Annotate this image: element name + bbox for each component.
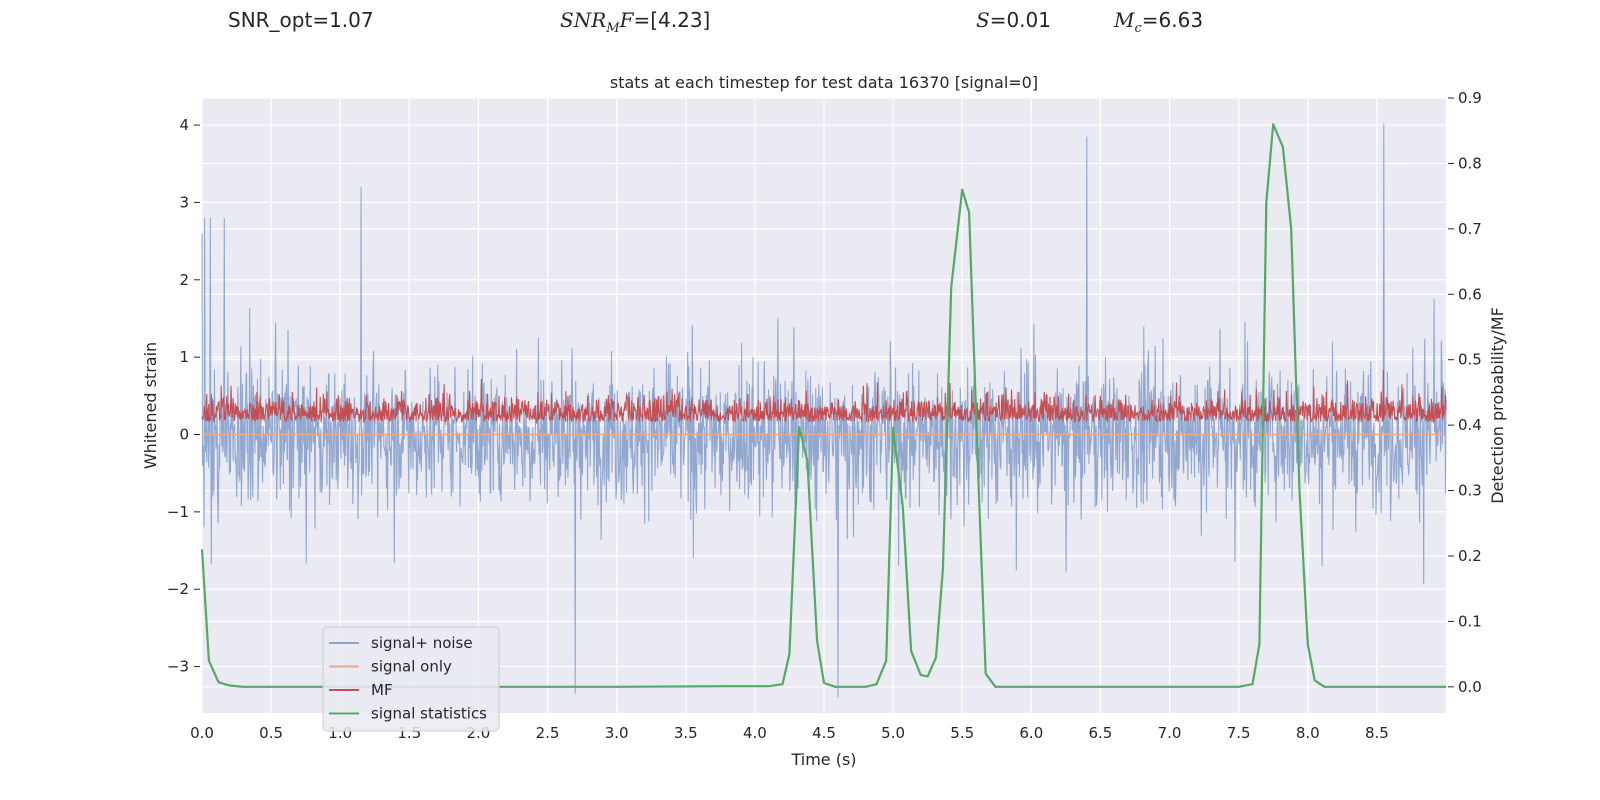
y-tick-label: 2 xyxy=(179,271,189,289)
x-tick-label: 4.0 xyxy=(743,724,767,742)
y2-axis-label: Detection probability/MF xyxy=(1488,307,1507,504)
axes: 0.0 0.5 1.0 1.5 2.0 2.5 3.0 3.5 4.0 4.5 5.0 5.5 6.0 6… xyxy=(167,89,1482,742)
y-tick-label: −2 xyxy=(167,580,189,598)
y2-tick-label: 0.8 xyxy=(1458,154,1482,172)
y2-tick-label: 0.7 xyxy=(1458,220,1482,238)
x-tick-label: 0.5 xyxy=(259,724,283,742)
legend-label: signal only xyxy=(371,658,452,676)
x-axis-label: Time (s) xyxy=(790,750,856,769)
y-axis-label: Whitened strain xyxy=(141,342,160,469)
x-tick-label: 3.5 xyxy=(674,724,698,742)
y2-tick-label: 0.5 xyxy=(1458,351,1482,369)
x-tick-label: 4.5 xyxy=(812,724,836,742)
y2-tick-label: 0.9 xyxy=(1458,89,1482,107)
series-mf xyxy=(201,369,1447,424)
y-tick-label: 0 xyxy=(179,426,189,444)
snr-opt-label: SNR_opt=1.07 xyxy=(228,8,374,32)
legend-label: signal statistics xyxy=(371,705,487,723)
y-tick-label: 4 xyxy=(179,116,189,134)
x-tick-label: 8.0 xyxy=(1296,724,1320,742)
x-tick-label: 8.5 xyxy=(1365,724,1389,742)
snr-mf-label: SNRMF=[4.23] xyxy=(560,8,711,36)
x-tick-label: 2.5 xyxy=(536,724,560,742)
x-tick-label: 5.0 xyxy=(881,724,905,742)
y2-tick-label: 0.6 xyxy=(1458,285,1482,303)
legend-label: signal+ noise xyxy=(371,634,473,652)
s-label: S=0.01 xyxy=(976,8,1051,32)
y-tick-label: −1 xyxy=(167,503,189,521)
x-tick-label: 7.5 xyxy=(1227,724,1251,742)
legend: signal+ noise signal only MF signal statist… xyxy=(322,626,500,732)
y2-tick-label: 0.2 xyxy=(1458,547,1482,565)
legend-label: MF xyxy=(371,681,393,699)
y2-tick-label: 0.0 xyxy=(1458,678,1482,696)
chart-title: stats at each timestep for test data 163… xyxy=(610,73,1038,92)
x-tick-label: 6.5 xyxy=(1089,724,1113,742)
x-tick-label: 7.0 xyxy=(1158,724,1182,742)
mc-label: Mc=6.63 xyxy=(1114,8,1204,36)
mf-trace xyxy=(201,369,1447,424)
y2-tick-label: 0.4 xyxy=(1458,416,1482,434)
y2-tick-label: 0.3 xyxy=(1458,482,1482,500)
y-tick-label: 3 xyxy=(179,193,189,211)
y-tick-label: −3 xyxy=(167,658,189,676)
x-tick-label: 5.5 xyxy=(950,724,974,742)
x-tick-label: 0.0 xyxy=(190,724,214,742)
x-tick-label: 3.0 xyxy=(605,724,629,742)
signal-statistics-trace xyxy=(200,123,1446,688)
y-tick-label: 1 xyxy=(179,348,189,366)
y2-tick-label: 0.1 xyxy=(1458,612,1482,630)
series-signal-statistics xyxy=(200,123,1446,688)
x-tick-label: 6.0 xyxy=(1019,724,1043,742)
legend-box xyxy=(322,626,500,732)
